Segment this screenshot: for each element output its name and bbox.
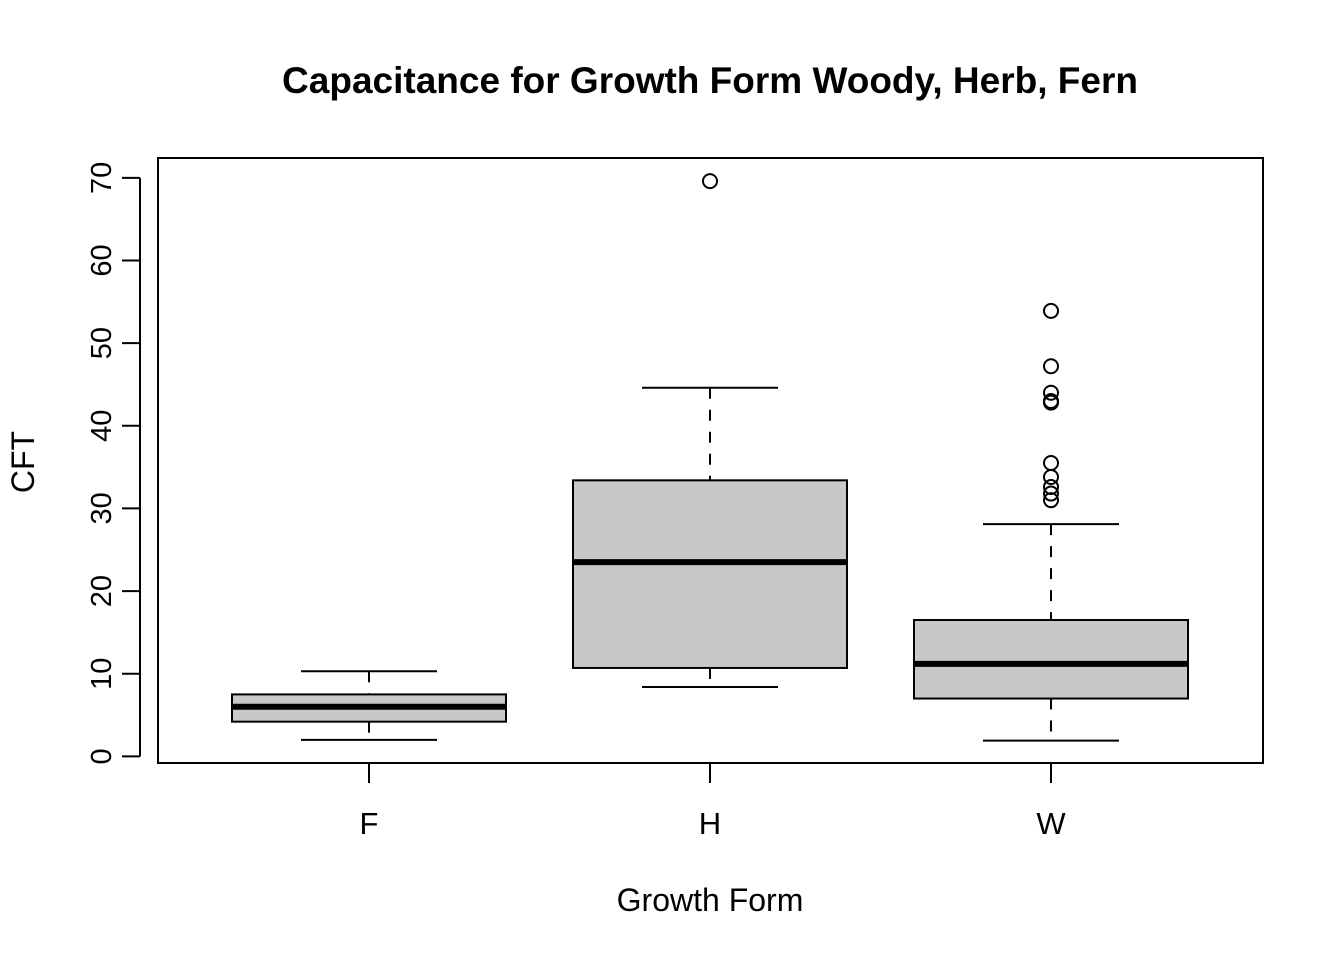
x-axis-label: Growth Form [617,882,804,918]
y-tick-label: 30 [86,492,118,524]
y-tick-label: 20 [86,575,118,607]
outlier-point [1043,485,1059,502]
y-axis-label: CFT [5,431,41,493]
y-tick-label: 40 [86,410,118,442]
outlier-point [1043,392,1059,409]
outlier-point [1043,384,1059,401]
y-tick-label: 50 [86,327,118,359]
y-tick-label: 10 [86,658,118,690]
y-tick-label: 70 [86,162,118,194]
box-H [572,173,848,688]
box-W [913,302,1189,742]
outlier-point [702,173,718,190]
y-axis: 0 10 20 30 40 50 60 70 [86,162,141,764]
outlier-point [1043,469,1059,486]
chart-title: Capacitance for Growth Form Woody, Herb,… [282,60,1138,101]
outlier-point [1043,302,1059,319]
iqr-box [572,479,848,669]
x-tick-label: W [1036,806,1066,841]
outlier-point [1043,358,1059,375]
x-tick-label: H [699,806,721,841]
box-F [231,670,507,741]
outlier-point [1043,478,1059,495]
x-tick-label: F [360,806,379,841]
iqr-box [913,619,1189,700]
boxes-group [231,173,1189,742]
outlier-point [1043,454,1059,471]
y-tick-label: 60 [86,244,118,276]
y-tick-label: 0 [86,748,118,764]
